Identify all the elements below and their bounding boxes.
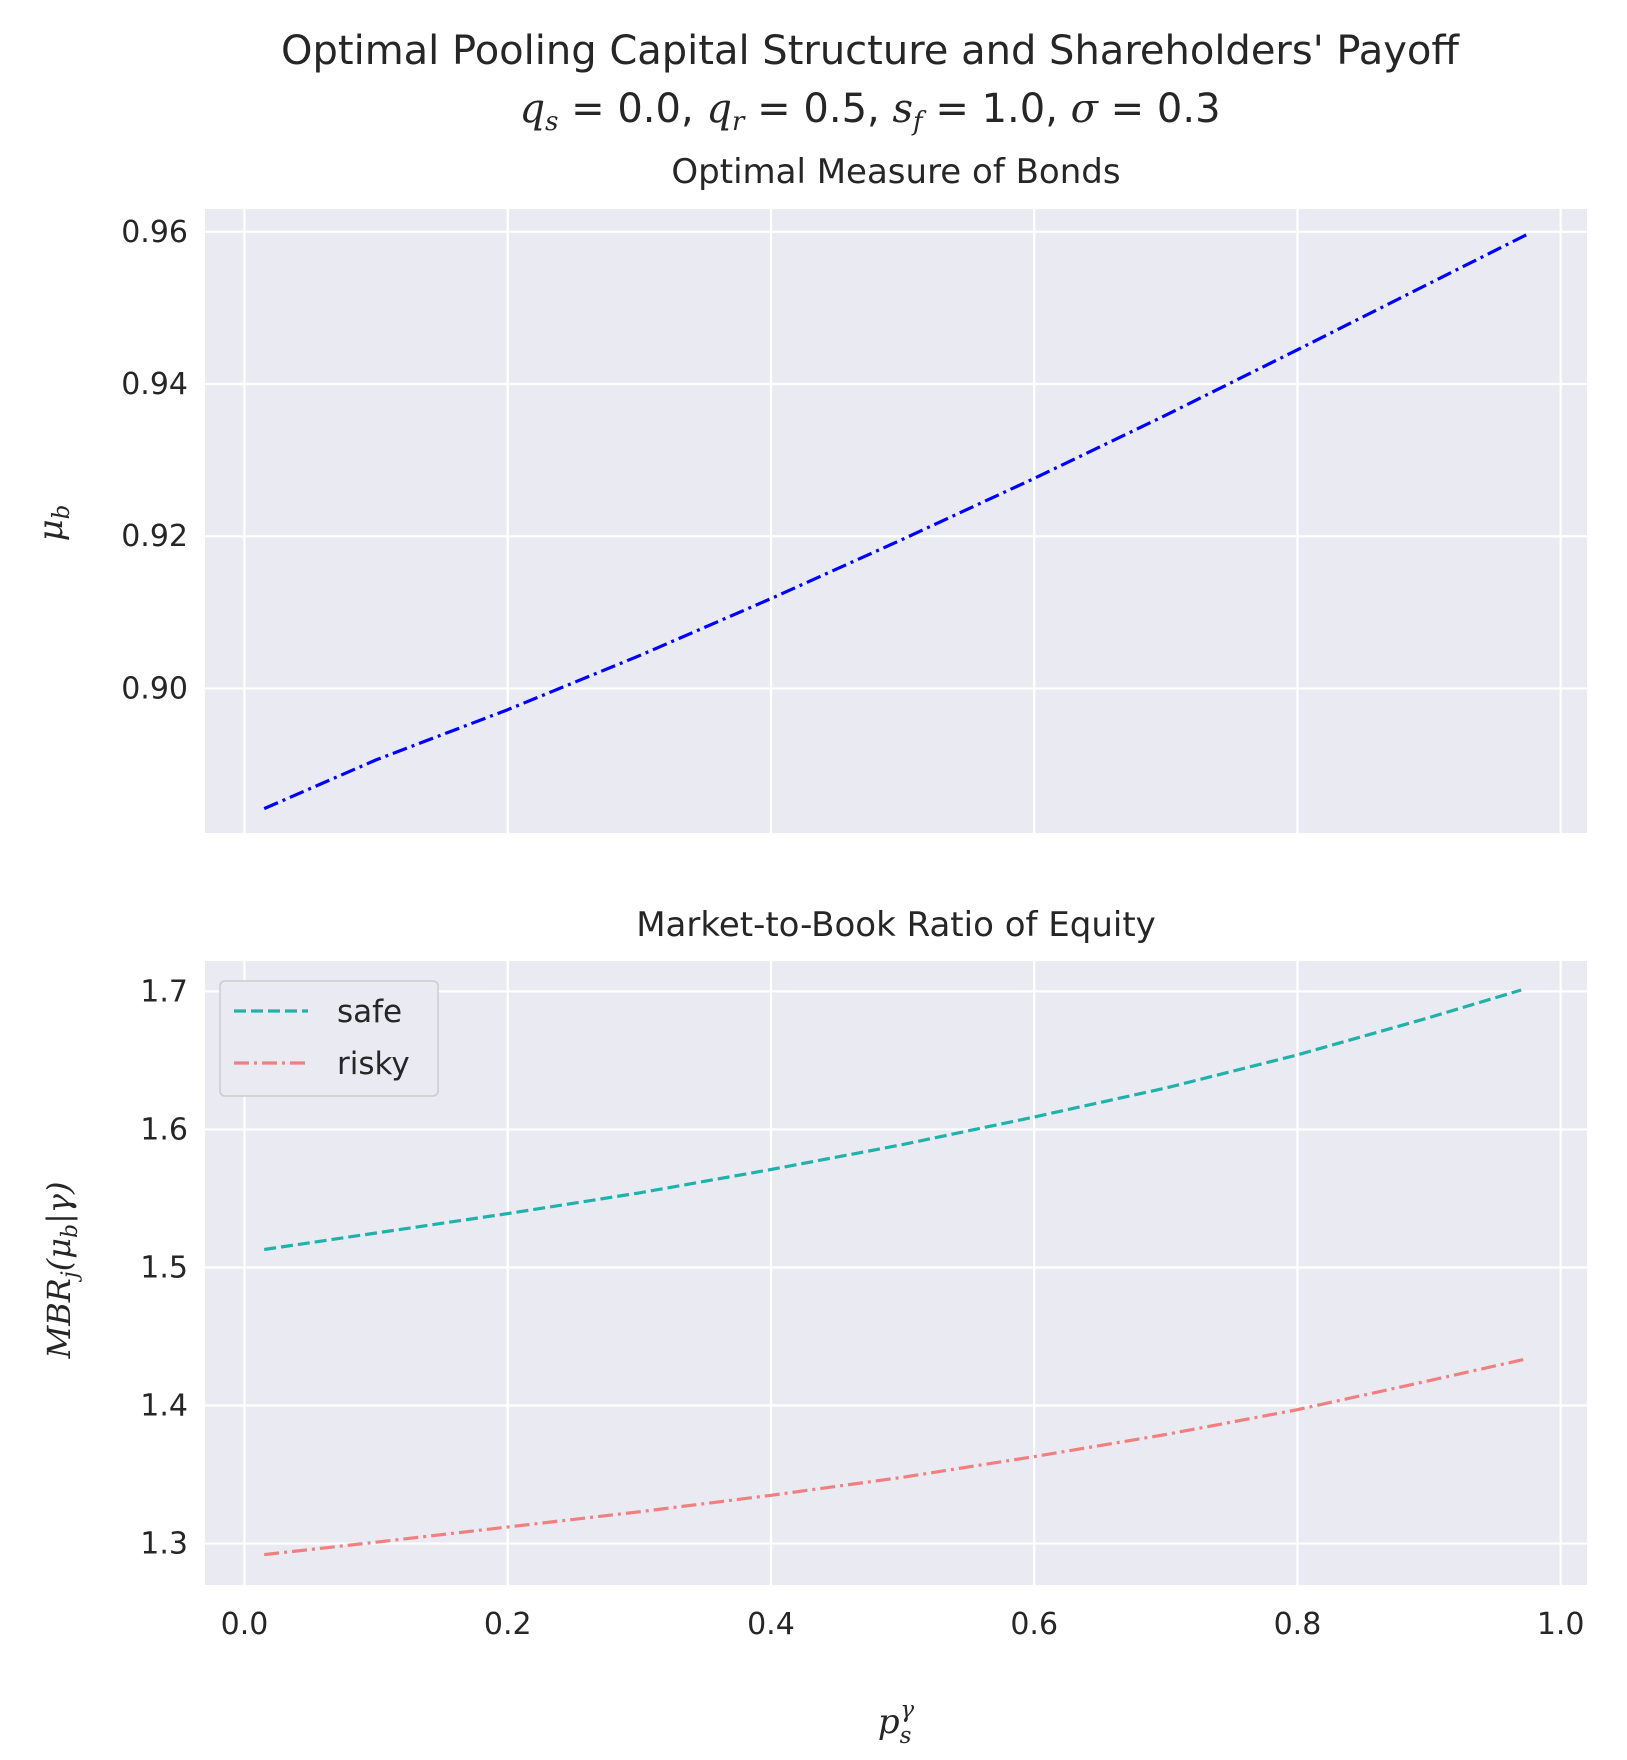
panel-top-grid bbox=[205, 209, 1587, 833]
param-qs: 0.0 bbox=[617, 86, 681, 132]
x-axis-label: psγ bbox=[878, 1697, 915, 1749]
series-line-risky bbox=[264, 1357, 1529, 1557]
panel-bottom: Market-to-Book Ratio of Equity 0.0 0.2 0.4… bbox=[40, 905, 1587, 1642]
y-tick-label: 1.5 bbox=[140, 1250, 188, 1285]
panel-top: Optimal Measure of Bonds 0.900.920.940.9… bbox=[31, 152, 1587, 833]
legend: safe risky bbox=[219, 980, 439, 1097]
x-tick-label: 0.6 bbox=[1010, 1607, 1058, 1642]
y-tick-label: 1.3 bbox=[140, 1527, 188, 1562]
series-line-mu-b bbox=[263, 232, 1529, 811]
x-tick-label: 0.0 bbox=[221, 1607, 269, 1642]
y-tick-label: 1.4 bbox=[140, 1389, 188, 1424]
x-tick-label: 0.8 bbox=[1274, 1607, 1322, 1642]
figure-subtitle: qs = 0.0, qr = 0.5, sf = 1.0, σ = 0.3 bbox=[519, 86, 1220, 137]
panel-top-ylabel: μb bbox=[31, 505, 75, 542]
panel-top-series bbox=[263, 232, 1529, 811]
panel-bottom-tick-labels: 0.0 0.2 0.4 0.6 0.8 1.0 1.3 1.4 1.5 1.6 1.7 bbox=[140, 974, 1584, 1642]
param-sf: 1.0 bbox=[982, 86, 1046, 132]
y-tick-label: 0.96 bbox=[121, 215, 188, 250]
series-line-safe bbox=[263, 988, 1522, 1252]
panel-top-plot-area bbox=[205, 209, 1587, 833]
panel-top-tick-labels: 0.90 0.92 0.94 0.96 bbox=[121, 215, 188, 707]
param-qr: 0.5 bbox=[803, 86, 867, 132]
panel-bottom-ylabel: MBRj(μb|γ) bbox=[40, 1182, 83, 1360]
param-sigma: 0.3 bbox=[1157, 86, 1221, 132]
panel-bottom-series bbox=[263, 988, 1529, 1557]
legend-label-safe: safe bbox=[337, 994, 402, 1030]
panel-bottom-title: Market-to-Book Ratio of Equity bbox=[636, 905, 1156, 945]
x-tick-label: 0.4 bbox=[747, 1607, 795, 1642]
x-tick-label: 0.2 bbox=[484, 1607, 532, 1642]
legend-label-risky: risky bbox=[337, 1046, 410, 1082]
y-tick-label: 0.90 bbox=[121, 671, 188, 706]
panel-top-title: Optimal Measure of Bonds bbox=[671, 152, 1120, 192]
figure-title: Optimal Pooling Capital Structure and Sh… bbox=[281, 28, 1460, 74]
y-tick-label: 0.94 bbox=[121, 367, 188, 402]
x-tick-label: 1.0 bbox=[1537, 1607, 1585, 1642]
y-tick-label: 1.7 bbox=[140, 974, 188, 1009]
y-tick-label: 1.6 bbox=[140, 1112, 188, 1147]
y-tick-label: 0.92 bbox=[121, 519, 188, 554]
